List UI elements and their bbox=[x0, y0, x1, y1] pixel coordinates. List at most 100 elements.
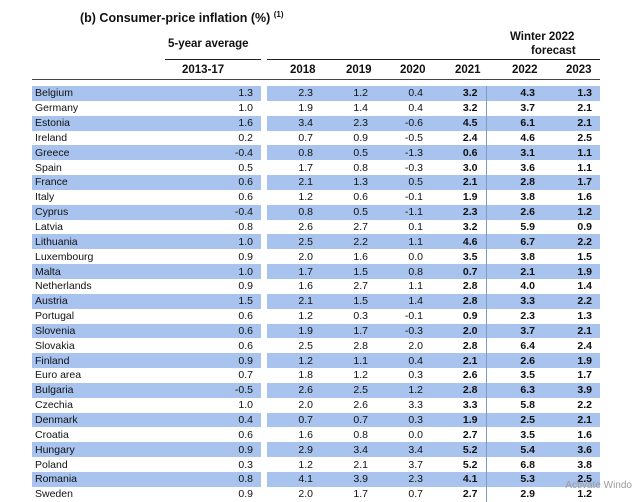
table-row: Greece -0.4 0.8 0.5 -1.3 0.6 3.1 1.1 bbox=[32, 145, 600, 161]
column-gap bbox=[261, 486, 267, 502]
country-name: Italy bbox=[32, 189, 165, 205]
value-cell-2020: -0.1 bbox=[376, 189, 431, 205]
value-cell-2013-17: 0.6 bbox=[165, 308, 261, 324]
table-row: Germany 1.0 1.9 1.4 0.4 3.2 3.7 2.1 bbox=[32, 100, 600, 116]
column-gap bbox=[261, 204, 267, 220]
value-cell-2020: 0.1 bbox=[376, 219, 431, 235]
country-name: Spain bbox=[32, 160, 165, 176]
table-row: Slovenia 0.6 1.9 1.7 -0.3 2.0 3.7 2.1 bbox=[32, 323, 600, 339]
value-cell-2018: 1.6 bbox=[267, 427, 321, 443]
value-cell-2023: 1.3 bbox=[543, 308, 600, 324]
value-cell-2023: 2.1 bbox=[543, 100, 600, 116]
value-cell-2022: 3.8 bbox=[485, 189, 543, 205]
value-cell-2022: 3.5 bbox=[485, 427, 543, 443]
value-cell-2013-17: 1.5 bbox=[165, 293, 261, 309]
country-name: Bulgaria bbox=[32, 382, 165, 398]
column-gap bbox=[261, 457, 267, 472]
value-cell-2022: 2.8 bbox=[485, 175, 543, 190]
value-cell-2022: 2.3 bbox=[485, 308, 543, 324]
value-cell-2019: 2.3 bbox=[321, 115, 376, 131]
value-cell-2021: 0.9 bbox=[431, 308, 486, 324]
value-cell-2013-17: 1.6 bbox=[165, 115, 261, 131]
value-cell-2020: 0.4 bbox=[376, 100, 431, 116]
value-cell-2018: 2.6 bbox=[267, 382, 321, 398]
value-cell-2021: 3.0 bbox=[431, 160, 486, 176]
title-footnote-mark: (1) bbox=[273, 10, 284, 19]
value-cell-2018: 1.2 bbox=[267, 189, 321, 205]
value-cell-2022: 3.3 bbox=[485, 293, 543, 309]
value-cell-2020: -0.3 bbox=[376, 323, 431, 339]
value-cell-2023: 3.6 bbox=[543, 442, 600, 458]
value-cell-2019: 1.7 bbox=[321, 323, 376, 339]
country-name: Romania bbox=[32, 471, 165, 487]
country-name: Croatia bbox=[32, 427, 165, 443]
column-gap bbox=[261, 471, 267, 487]
country-name: Euro area bbox=[32, 368, 165, 383]
value-cell-2019: 3.9 bbox=[321, 471, 376, 487]
value-cell-2018: 2.5 bbox=[267, 338, 321, 354]
table-row: Romania 0.8 4.1 3.9 2.3 4.1 5.3 2.5 bbox=[32, 471, 600, 487]
value-cell-2019: 0.7 bbox=[321, 412, 376, 428]
value-cell-2019: 1.7 bbox=[321, 486, 376, 502]
value-cell-2013-17: 0.6 bbox=[165, 338, 261, 354]
value-cell-2018: 2.1 bbox=[267, 293, 321, 309]
column-gap bbox=[261, 100, 267, 116]
country-name: Denmark bbox=[32, 412, 165, 428]
table-row: Finland 0.9 1.2 1.1 0.4 2.1 2.6 1.9 bbox=[32, 353, 600, 369]
value-cell-2019: 0.8 bbox=[321, 427, 376, 443]
value-cell-2018: 1.2 bbox=[267, 308, 321, 324]
column-gap bbox=[261, 308, 267, 324]
value-cell-2022: 6.8 bbox=[485, 457, 543, 472]
value-cell-2020: 0.8 bbox=[376, 264, 431, 279]
column-gap bbox=[261, 219, 267, 235]
value-cell-2013-17: 1.0 bbox=[165, 264, 261, 279]
column-gap bbox=[261, 323, 267, 339]
country-name: Luxembourg bbox=[32, 249, 165, 265]
column-gap bbox=[261, 264, 267, 279]
value-cell-2023: 2.1 bbox=[543, 412, 600, 428]
value-cell-2018: 1.9 bbox=[267, 100, 321, 116]
table-row: Austria 1.5 2.1 1.5 1.4 2.8 3.3 2.2 bbox=[32, 293, 600, 309]
value-cell-2022: 5.3 bbox=[485, 471, 543, 487]
value-cell-2019: 1.5 bbox=[321, 264, 376, 279]
value-cell-2013-17: 0.2 bbox=[165, 130, 261, 146]
value-cell-2021: 3.2 bbox=[431, 100, 486, 116]
value-cell-2022: 6.4 bbox=[485, 338, 543, 354]
value-cell-2021: 3.2 bbox=[431, 86, 486, 101]
header-rule-right bbox=[267, 59, 600, 60]
value-cell-2022: 4.3 bbox=[485, 86, 543, 101]
value-cell-2018: 0.7 bbox=[267, 412, 321, 428]
table-row: Czechia 1.0 2.0 2.6 3.3 3.3 5.8 2.2 bbox=[32, 397, 600, 413]
value-cell-2013-17: 0.6 bbox=[165, 323, 261, 339]
table-row: Portugal 0.6 1.2 0.3 -0.1 0.9 2.3 1.3 bbox=[32, 308, 600, 324]
value-cell-2022: 2.1 bbox=[485, 264, 543, 279]
value-cell-2018: 2.6 bbox=[267, 219, 321, 235]
column-gap bbox=[261, 293, 267, 309]
value-cell-2021: 2.3 bbox=[431, 204, 486, 220]
country-name: Portugal bbox=[32, 308, 165, 324]
table-title: (b) Consumer-price inflation (%) (1) bbox=[80, 10, 284, 26]
value-cell-2021: 3.3 bbox=[431, 397, 486, 413]
value-cell-2019: 0.5 bbox=[321, 145, 376, 161]
value-cell-2021: 2.0 bbox=[431, 323, 486, 339]
value-cell-2018: 1.2 bbox=[267, 353, 321, 369]
value-cell-2013-17: 0.9 bbox=[165, 353, 261, 369]
value-cell-2019: 2.8 bbox=[321, 338, 376, 354]
value-cell-2020: 0.3 bbox=[376, 368, 431, 383]
country-name: Lithuania bbox=[32, 234, 165, 250]
forecast-header-line2: forecast bbox=[531, 45, 576, 57]
table-row: Spain 0.5 1.7 0.8 -0.3 3.0 3.6 1.1 bbox=[32, 160, 600, 176]
value-cell-2013-17: 1.0 bbox=[165, 100, 261, 116]
value-cell-2018: 2.0 bbox=[267, 249, 321, 265]
value-cell-2022: 3.7 bbox=[485, 323, 543, 339]
table-row: Bulgaria -0.5 2.6 2.5 1.2 2.8 6.3 3.9 bbox=[32, 382, 600, 398]
value-cell-2022: 2.6 bbox=[485, 353, 543, 369]
table-row: Netherlands 0.9 1.6 2.7 1.1 2.8 4.0 1.4 bbox=[32, 278, 600, 294]
value-cell-2023: 1.9 bbox=[543, 264, 600, 279]
value-cell-2013-17: 0.7 bbox=[165, 368, 261, 383]
country-name: Poland bbox=[32, 457, 165, 472]
value-cell-2019: 2.7 bbox=[321, 219, 376, 235]
value-cell-2021: 2.6 bbox=[431, 368, 486, 383]
value-cell-2021: 2.8 bbox=[431, 293, 486, 309]
value-cell-2019: 1.1 bbox=[321, 353, 376, 369]
